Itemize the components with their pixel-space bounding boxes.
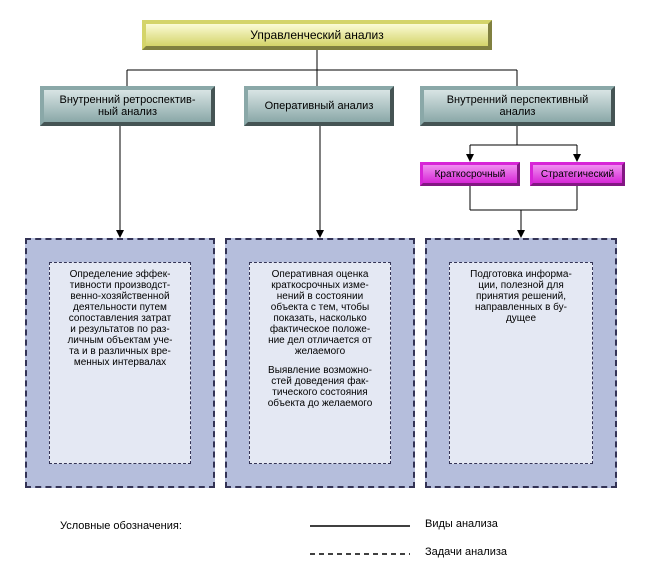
- root-node: Управленческий анализ: [142, 20, 492, 50]
- cat2-label: Оперативный анализ: [265, 100, 374, 112]
- sub-2: Стратегический: [530, 162, 625, 186]
- legend-solid-line: [310, 524, 410, 528]
- cat1-label: Внутренний ретроспектив- ный анализ: [59, 94, 195, 118]
- legend-dashed-label: Задачи анализа: [425, 546, 507, 558]
- diagram-canvas: Управленческий анализ Внутренний ретросп…: [0, 0, 646, 585]
- category-2: Оперативный анализ: [244, 86, 394, 126]
- sub-1: Краткосрочный: [420, 162, 520, 186]
- root-label: Управленческий анализ: [250, 28, 383, 42]
- legend-dashed-line: [310, 552, 410, 556]
- legend-title: Условные обозначения:: [60, 520, 182, 532]
- task-1: Определение эффек- тивности производст- …: [25, 238, 215, 488]
- sub2-label: Стратегический: [541, 169, 614, 180]
- category-3: Внутренний перспективный анализ: [420, 86, 615, 126]
- cat3-label: Внутренний перспективный анализ: [447, 94, 589, 118]
- task-3: Подготовка информа- ции, полезной для пр…: [425, 238, 617, 488]
- category-1: Внутренний ретроспектив- ный анализ: [40, 86, 215, 126]
- legend-solid-label: Виды анализа: [425, 518, 498, 530]
- task2-text1: Оперативная оценка краткосрочных изме- н…: [268, 269, 372, 357]
- sub1-label: Краткосрочный: [435, 169, 506, 180]
- task2-text2: Выявление возможно- стей доведения фак- …: [268, 365, 373, 409]
- task-2: Оперативная оценка краткосрочных изме- н…: [225, 238, 415, 488]
- task3-text1: Подготовка информа- ции, полезной для пр…: [470, 269, 572, 324]
- task1-text1: Определение эффек- тивности производст- …: [67, 269, 172, 368]
